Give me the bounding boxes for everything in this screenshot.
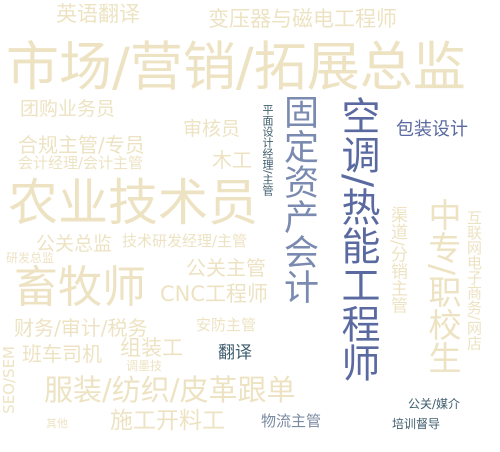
word-channel-supervisor: 渠道/分销主管 <box>387 206 407 314</box>
word-auditor: 审核员 <box>183 118 241 140</box>
word-rd-director: 研发总监 <box>6 251 55 265</box>
word-cnc-engineer: CNC工程师 <box>160 282 269 306</box>
word-translation: 翻译 <box>218 343 252 363</box>
word-pr-media: 公关/媒介 <box>408 397 461 411</box>
word-compliance: 合规主管/专员 <box>18 133 145 157</box>
word-pr-supervisor: 公关主管 <box>186 256 266 280</box>
word-logistics-supervisor: 物流主管 <box>261 412 322 430</box>
word-group-sales: 团购业务员 <box>20 98 116 120</box>
word-agri-technician: 农业技术员 <box>8 174 258 232</box>
word-animal-husbandry: 畜牧师 <box>14 262 146 313</box>
word-finance-audit-tax: 财务/审计/税务 <box>14 316 148 340</box>
word-hvac-engineer: 空调/热能工程师 <box>335 96 380 383</box>
word-ecommerce: 互联网电子商务/网店 <box>465 210 483 351</box>
word-shuttle-driver: 班车司机 <box>22 342 102 366</box>
word-assembler: 组装工 <box>120 336 183 360</box>
word-security-supervisor: 安防主管 <box>196 316 257 334</box>
word-packaging-design: 包装设计 <box>396 119 468 140</box>
word-accounting-manager: 会计经理/会计主管 <box>18 154 144 172</box>
word-ink-technician: 调墨技 <box>126 359 163 373</box>
word-other: 其他 <box>46 417 68 430</box>
word-rd-manager: 技术研发经理/主管 <box>122 232 248 250</box>
word-vocational-student: 中专/职校生 <box>423 198 462 375</box>
word-marketing-director: 市场/营销/拓展总监 <box>6 37 466 98</box>
word-cutting-worker: 施工开料工 <box>110 408 225 434</box>
word-seo-sem: SEO/SEM <box>0 346 18 414</box>
word-garment-merchandiser: 服装/纺织/皮革跟单 <box>44 373 296 407</box>
word-transformer-engineer: 变压器与磁电工程师 <box>208 7 397 31</box>
word-fixed-asset-accountant: 固定资产会计 <box>278 94 318 304</box>
word-pr-director: 公关总监 <box>36 233 113 255</box>
word-training-supervisor: 培训督导 <box>392 417 441 431</box>
word-graphic-design-manager: 平面设计经理/主管 <box>261 104 274 196</box>
word-carpenter: 木工 <box>212 148 252 172</box>
word-english-translation: 英语翻译 <box>56 2 140 26</box>
